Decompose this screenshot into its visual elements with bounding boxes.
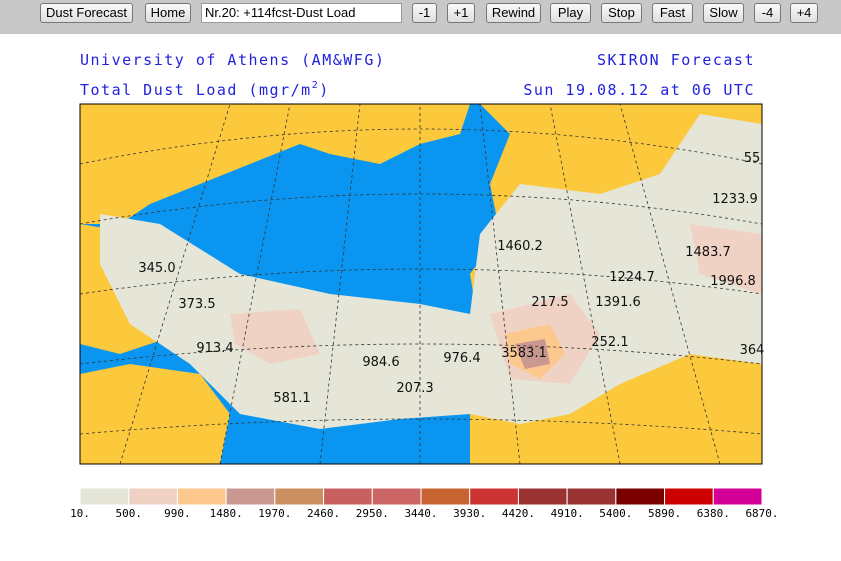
map-label: 1224.7 [609,270,655,285]
button[interactable]: Fast [652,3,693,23]
button[interactable]: Rewind [486,3,541,23]
land [80,104,470,224]
button[interactable]: +4 [790,3,818,23]
colorbar-label: 4420. [502,507,535,520]
valid-time: Sun 19.08.12 at 06 UTC [523,81,755,99]
colorbar-label: 5890. [648,507,681,520]
map-label: 373.5 [178,297,215,312]
map-label: 984.6 [362,355,399,370]
colorbar-label: 5400. [599,507,632,520]
map-label: 364 [740,343,765,358]
color-swatch [371,487,422,506]
map-label: 1483.7 [685,245,731,260]
map-label: 3583.1 [501,346,547,361]
button[interactable]: -4 [754,3,781,23]
map-label: 1391.6 [595,295,641,310]
button[interactable]: Slow [703,3,744,23]
color-swatch [469,487,519,506]
button[interactable]: Play [550,3,591,23]
colorbar-label: 2460. [307,507,340,520]
map-frame [79,103,763,465]
color-swatch [225,487,276,506]
colorbar-label: 500. [115,507,142,520]
map-label: 976.4 [443,351,480,366]
field: Total Dust Load (mgr/m2) [80,80,330,99]
map-label: 207.3 [396,381,433,396]
product: SKIRON Forecast [597,51,755,69]
color-swatch [323,487,373,506]
map-label: 345.0 [138,261,175,276]
colorbar-label: 990. [164,507,191,520]
dust-area [690,224,762,294]
graticule [80,104,762,464]
field-end: ) [319,81,330,99]
button[interactable]: Home [145,3,191,23]
toolbar: Dust Forecast Home Nr.20: +114fcst-Dust Lo… [0,0,841,34]
colorbar-label: 3440. [404,507,437,520]
color-swatch [615,487,666,506]
color-swatch [664,487,714,506]
field-sup: 2 [312,80,320,91]
color-swatch [176,487,227,506]
map [80,104,762,464]
button[interactable]: Stop [601,3,642,23]
color-swatch [128,487,178,506]
button[interactable]: -1 [412,3,437,23]
map-label: 217.5 [531,295,568,310]
map-label: 252.1 [591,335,628,350]
map-label: 1996.8 [710,274,756,289]
color-swatch [712,487,763,506]
color-swatch [79,487,130,506]
map-view: University of Athens (AM&WFG) SKIRON For… [70,51,779,520]
map-label: 1233.9 [712,192,758,207]
colorbar-label: 10. [70,507,90,520]
map-label: 1460.2 [497,239,543,254]
color-swatch [517,487,568,506]
frame-input[interactable]: Nr.20: +114fcst-Dust Load [201,3,402,23]
institution: University of Athens (AM&WFG) [80,51,385,69]
colorbar-label: 3930. [453,507,486,520]
colorbar-label: 1970. [258,507,291,520]
land [80,364,230,464]
colorbar-label: 4910. [551,507,584,520]
map-label: 55 [744,151,761,166]
dust-area [230,309,320,364]
color-swatch [274,487,325,506]
field-text: Total Dust Load (mgr/m [80,81,312,99]
map-label: 913.4 [196,341,233,356]
colorbar-label: 6380. [697,507,730,520]
map-label: 581.1 [273,391,310,406]
colorbar-label: 6870. [745,507,778,520]
colorbar-label: 1480. [210,507,243,520]
button[interactable]: +1 [447,3,475,23]
button[interactable]: Dust Forecast [40,3,133,23]
color-swatch [566,487,617,506]
colorbar-label: 2950. [356,507,389,520]
color-swatch [420,487,471,506]
